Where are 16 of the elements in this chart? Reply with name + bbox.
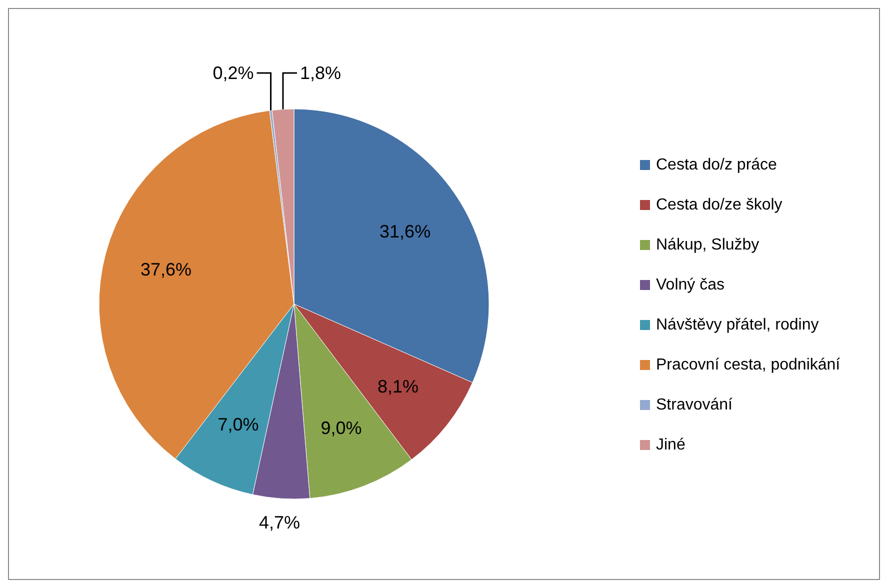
legend-label: Nákup, Služby bbox=[656, 236, 760, 254]
legend-label: Stravování bbox=[656, 396, 734, 414]
legend-label: Cesta do/z práce bbox=[656, 156, 778, 174]
legend-label: Volný čas bbox=[656, 276, 724, 294]
data-label: 7,0% bbox=[218, 414, 259, 434]
data-label: 37,6% bbox=[140, 259, 192, 280]
legend-label: Návštěvy přátel, rodiny bbox=[656, 316, 819, 334]
data-label: 4,7% bbox=[259, 512, 300, 533]
data-label: 1,8% bbox=[300, 63, 342, 83]
data-label: 31,6% bbox=[380, 222, 431, 242]
data-label: 9,0% bbox=[320, 418, 362, 438]
data-label: 0,2% bbox=[212, 63, 254, 83]
legend-label: Cesta do/ze školy bbox=[656, 196, 782, 214]
data-label: 8,1% bbox=[377, 376, 419, 396]
legend-label: Pracovní cesta, podnikání bbox=[656, 356, 841, 374]
legend-label: Jiné bbox=[656, 436, 686, 454]
